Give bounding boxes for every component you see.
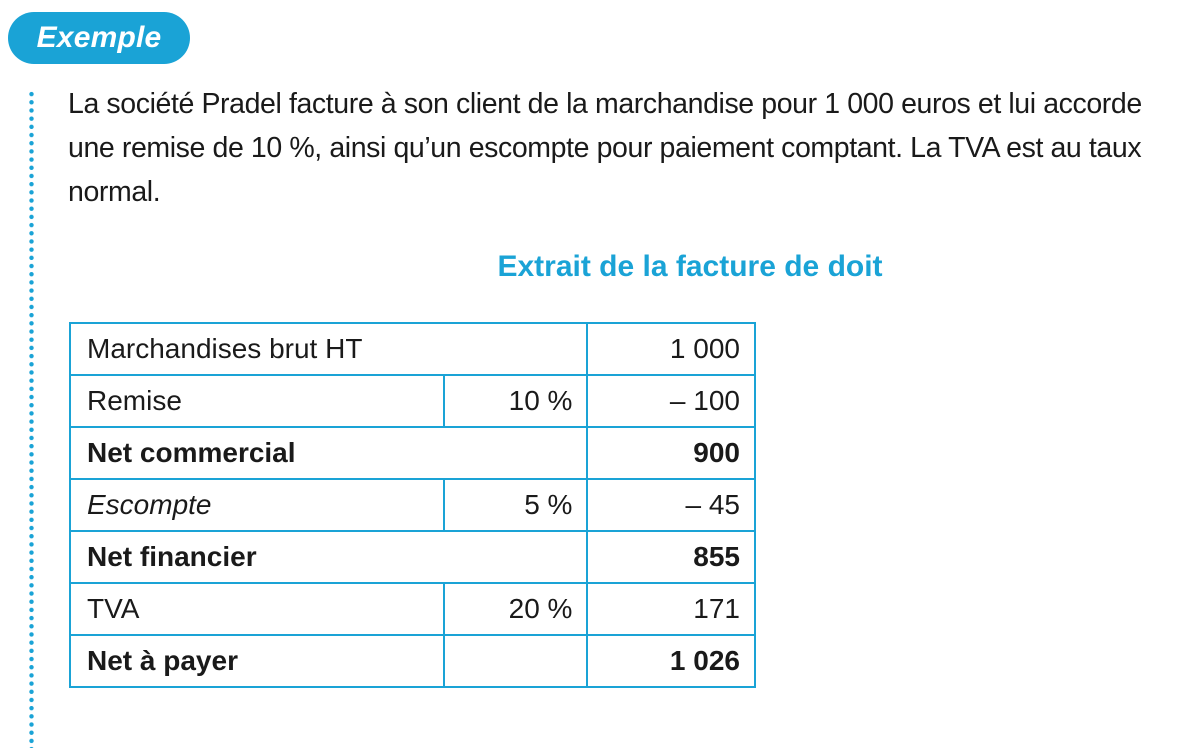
row-label: Marchandises brut HT bbox=[68, 322, 589, 376]
row-value: – 100 bbox=[586, 374, 756, 428]
row-label: Remise bbox=[69, 374, 445, 428]
row-rate: 5 % bbox=[442, 478, 589, 532]
table-row: Net à payer 1 026 bbox=[69, 634, 756, 688]
row-label: Net à payer bbox=[69, 634, 445, 688]
row-label: TVA bbox=[69, 582, 445, 636]
row-rate bbox=[442, 634, 589, 688]
row-rate: 20 % bbox=[442, 582, 589, 636]
table-row: Escompte 5 % – 45 bbox=[69, 478, 756, 532]
row-label: Escompte bbox=[69, 478, 445, 532]
intro-text-end: pour paiement comptant. La TVA est au ta… bbox=[68, 132, 1142, 208]
table-row: Net commercial 900 bbox=[68, 426, 756, 480]
table-row: Remise 10 % – 100 bbox=[69, 374, 756, 428]
table-row: TVA 20 % 171 bbox=[69, 582, 756, 636]
row-value: 1 026 bbox=[586, 634, 756, 688]
keyword-escompte: escompte bbox=[468, 132, 590, 164]
example-badge: Exemple bbox=[8, 12, 190, 64]
invoice-table: Marchandises brut HT 1 000 Remise 10 % –… bbox=[68, 322, 756, 688]
intro-paragraph: La société Pradel facture à son client d… bbox=[68, 82, 1178, 214]
row-label: Net financier bbox=[68, 530, 589, 584]
invoice-table-title: Extrait de la facture de doit bbox=[497, 250, 883, 283]
table-row: Net financier 855 bbox=[68, 530, 756, 584]
dotted-margin-rule bbox=[29, 90, 34, 748]
row-value: 1 000 bbox=[586, 322, 756, 376]
row-rate: 10 % bbox=[442, 374, 589, 428]
row-value: 171 bbox=[586, 582, 756, 636]
intro-text-start: La société Pradel facture à son client d… bbox=[68, 88, 1142, 164]
table-row: Marchandises brut HT 1 000 bbox=[68, 322, 756, 376]
row-value: 900 bbox=[586, 426, 756, 480]
row-label: Net commercial bbox=[68, 426, 589, 480]
row-value: – 45 bbox=[586, 478, 756, 532]
row-value: 855 bbox=[586, 530, 756, 584]
